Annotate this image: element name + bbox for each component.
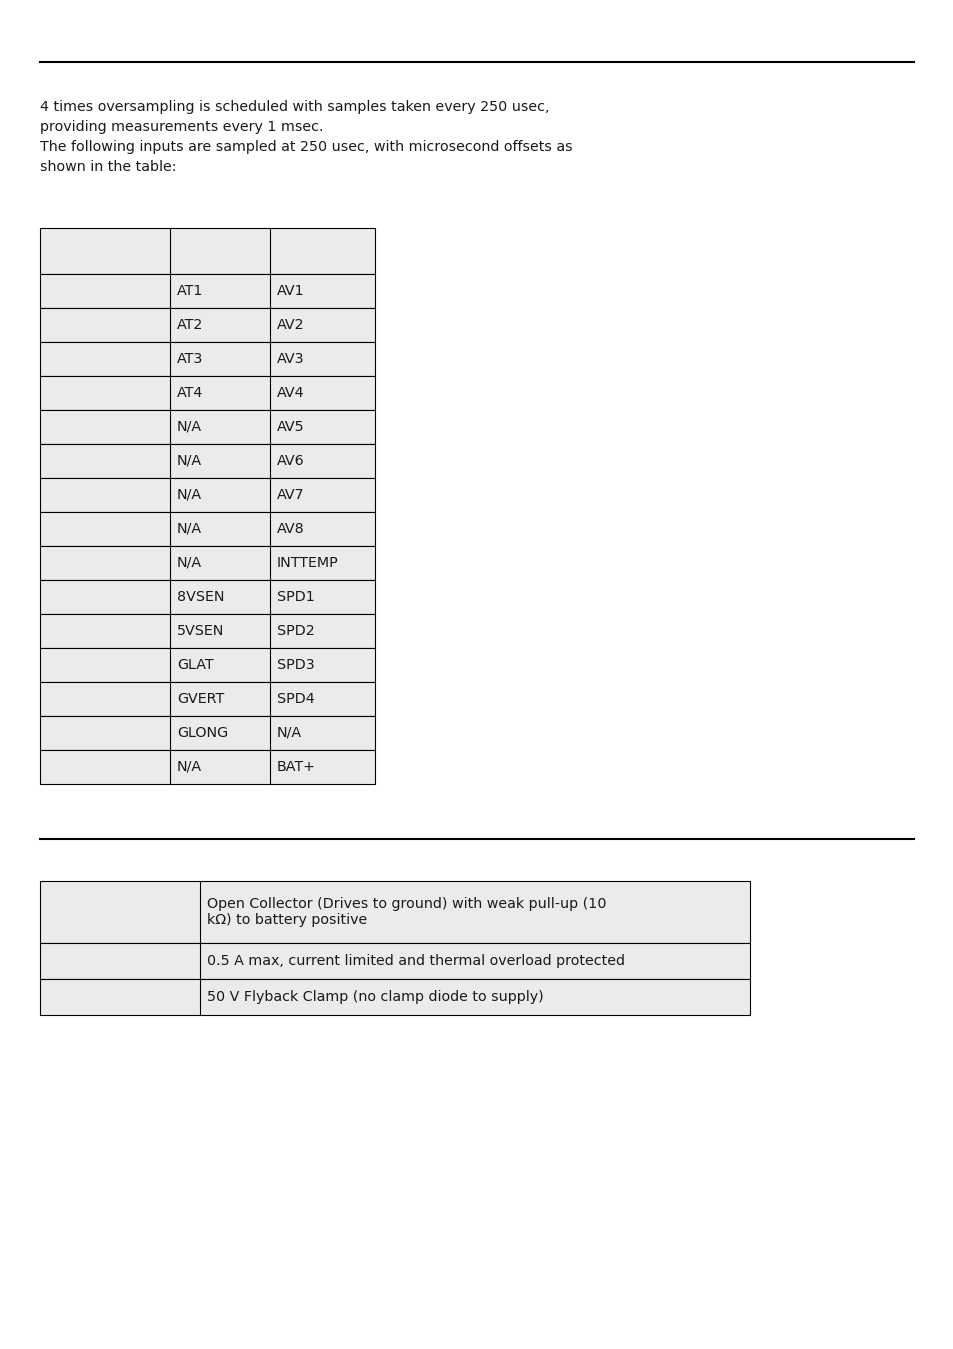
Bar — [40, 648, 375, 683]
Text: 0.5 A max, current limited and thermal overload protected: 0.5 A max, current limited and thermal o… — [207, 954, 624, 969]
Text: SPD2: SPD2 — [276, 625, 314, 638]
Text: N/A: N/A — [276, 726, 302, 741]
Text: GLONG: GLONG — [177, 726, 228, 741]
Text: N/A: N/A — [177, 455, 202, 468]
Text: AT2: AT2 — [177, 318, 203, 332]
Text: N/A: N/A — [177, 759, 202, 774]
Text: N/A: N/A — [177, 522, 202, 536]
Text: AV3: AV3 — [276, 352, 304, 366]
Text: SPD3: SPD3 — [276, 658, 314, 672]
Text: BAT+: BAT+ — [276, 759, 315, 774]
Text: 4 times oversampling is scheduled with samples taken every 250 usec,
providing m: 4 times oversampling is scheduled with s… — [40, 100, 572, 174]
Bar — [40, 410, 375, 444]
Text: AV4: AV4 — [276, 386, 304, 401]
Text: SPD4: SPD4 — [276, 692, 314, 706]
Text: 50 V Flyback Clamp (no clamp diode to supply): 50 V Flyback Clamp (no clamp diode to su… — [207, 990, 543, 1004]
Text: GLAT: GLAT — [177, 658, 213, 672]
Bar — [40, 580, 375, 614]
Bar — [40, 513, 375, 546]
Text: AT1: AT1 — [177, 285, 203, 298]
Bar — [40, 716, 375, 750]
Bar — [40, 478, 375, 513]
Bar — [40, 943, 749, 979]
Text: AV7: AV7 — [276, 488, 304, 502]
Text: N/A: N/A — [177, 488, 202, 502]
Text: AV5: AV5 — [276, 420, 304, 434]
Text: AV1: AV1 — [276, 285, 304, 298]
Bar — [40, 881, 749, 943]
Text: GVERT: GVERT — [177, 692, 224, 706]
Text: N/A: N/A — [177, 420, 202, 434]
Text: AT4: AT4 — [177, 386, 203, 401]
Text: SPD1: SPD1 — [276, 590, 314, 604]
Text: AV6: AV6 — [276, 455, 304, 468]
Bar — [40, 750, 375, 784]
Text: AV8: AV8 — [276, 522, 304, 536]
Bar — [40, 376, 375, 410]
Text: 8VSEN: 8VSEN — [177, 590, 224, 604]
Bar — [40, 274, 375, 308]
Bar — [40, 683, 375, 716]
Text: Open Collector (Drives to ground) with weak pull-up (10
kΩ) to battery positive: Open Collector (Drives to ground) with w… — [207, 897, 606, 927]
Bar — [40, 614, 375, 648]
Bar — [40, 228, 375, 274]
Bar — [40, 444, 375, 478]
Bar — [40, 343, 375, 376]
Bar — [40, 308, 375, 343]
Bar — [40, 979, 749, 1014]
Text: AT3: AT3 — [177, 352, 203, 366]
Text: INTTEMP: INTTEMP — [276, 556, 338, 571]
Bar — [40, 546, 375, 580]
Text: 5VSEN: 5VSEN — [177, 625, 224, 638]
Text: AV2: AV2 — [276, 318, 304, 332]
Text: N/A: N/A — [177, 556, 202, 571]
